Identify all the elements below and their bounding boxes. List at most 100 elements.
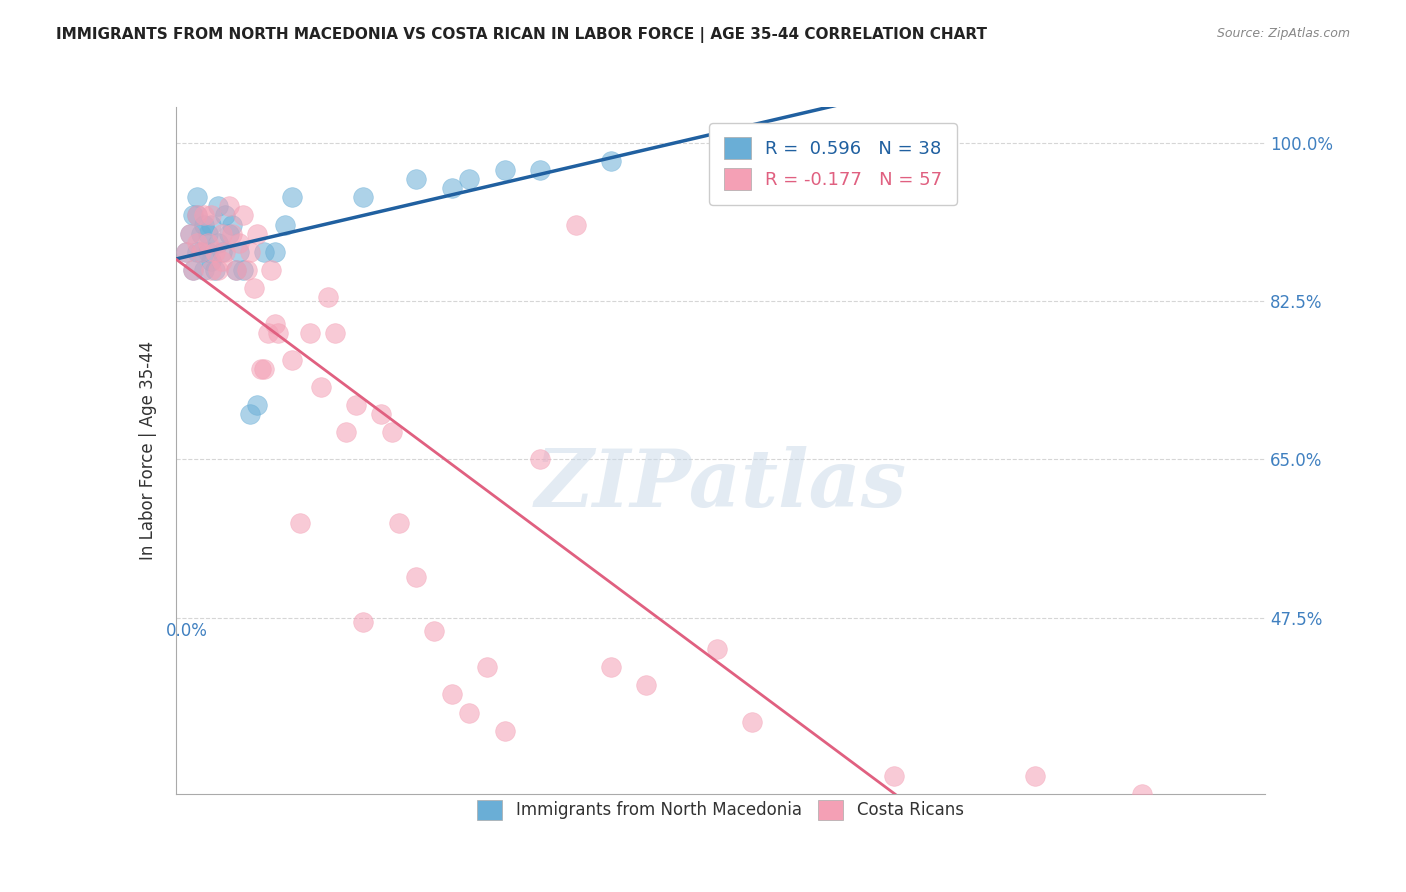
Point [274,218,297,232]
Point [200,218,222,232]
Point [197,244,219,259]
Point [475,660,498,674]
Point [200,262,222,277]
Point [458,172,481,186]
Point [423,624,446,639]
Point [599,660,621,674]
Text: 0.0%: 0.0% [166,623,207,640]
Point [388,516,411,530]
Point [344,398,367,412]
Point [239,407,262,421]
Point [228,244,250,259]
Point [741,714,763,729]
Point [179,227,201,241]
Point [246,398,269,412]
Legend: R =  0.596   N = 38, R = -0.177   N = 57: R = 0.596 N = 38, R = -0.177 N = 57 [709,123,956,205]
Point [309,380,332,394]
Point [529,452,551,467]
Point [197,227,219,241]
Point [200,209,222,223]
Y-axis label: In Labor Force | Age 35-44: In Labor Force | Age 35-44 [139,341,157,560]
Point [267,326,290,340]
Point [193,262,215,277]
Point [225,262,247,277]
Point [253,362,276,376]
Point [288,516,311,530]
Point [242,281,264,295]
Point [352,190,374,204]
Point [183,209,205,223]
Point [263,317,285,331]
Point [281,353,304,368]
Point [211,244,233,259]
Point [263,244,285,259]
Point [239,244,262,259]
Point [197,235,219,250]
Point [352,615,374,630]
Point [458,706,481,720]
Point [599,154,621,169]
Text: ZIPatlas: ZIPatlas [534,446,907,524]
Point [232,209,254,223]
Point [232,262,254,277]
Point [253,244,276,259]
Point [186,209,208,223]
Text: IMMIGRANTS FROM NORTH MACEDONIA VS COSTA RICAN IN LABOR FORCE | AGE 35-44 CORREL: IMMIGRANTS FROM NORTH MACEDONIA VS COSTA… [56,27,987,43]
Point [214,244,236,259]
Point [204,244,226,259]
Point [316,290,339,304]
Point [204,262,226,277]
Point [214,209,236,223]
Point [323,326,346,340]
Point [218,199,240,213]
Point [260,262,283,277]
Point [249,362,271,376]
Point [186,244,208,259]
Point [183,262,205,277]
Point [193,209,215,223]
Point [228,235,250,250]
Point [256,326,278,340]
Point [190,227,212,241]
Point [200,253,222,268]
Point [207,262,229,277]
Point [883,769,905,783]
Point [207,235,229,250]
Point [494,163,516,178]
Point [211,227,233,241]
Point [186,209,208,223]
Text: Source: ZipAtlas.com: Source: ZipAtlas.com [1216,27,1350,40]
Point [235,262,257,277]
Point [636,678,658,692]
Point [370,407,392,421]
Point [218,227,240,241]
Point [405,172,427,186]
Point [1024,769,1046,783]
Point [281,190,304,204]
Point [440,181,463,195]
Point [246,227,269,241]
Point [529,163,551,178]
Point [706,642,728,657]
Point [186,190,208,204]
Point [225,262,247,277]
Point [193,218,215,232]
Point [176,244,198,259]
Point [380,425,402,440]
Point [190,244,212,259]
Point [335,425,357,440]
Point [183,262,205,277]
Point [207,199,229,213]
Point [190,244,212,259]
Point [221,218,243,232]
Point [564,218,586,232]
Point [186,235,208,250]
Point [211,253,233,268]
Point [176,244,198,259]
Point [179,227,201,241]
Point [405,570,427,584]
Point [299,326,322,340]
Point [1130,787,1153,801]
Point [221,227,243,241]
Point [494,723,516,738]
